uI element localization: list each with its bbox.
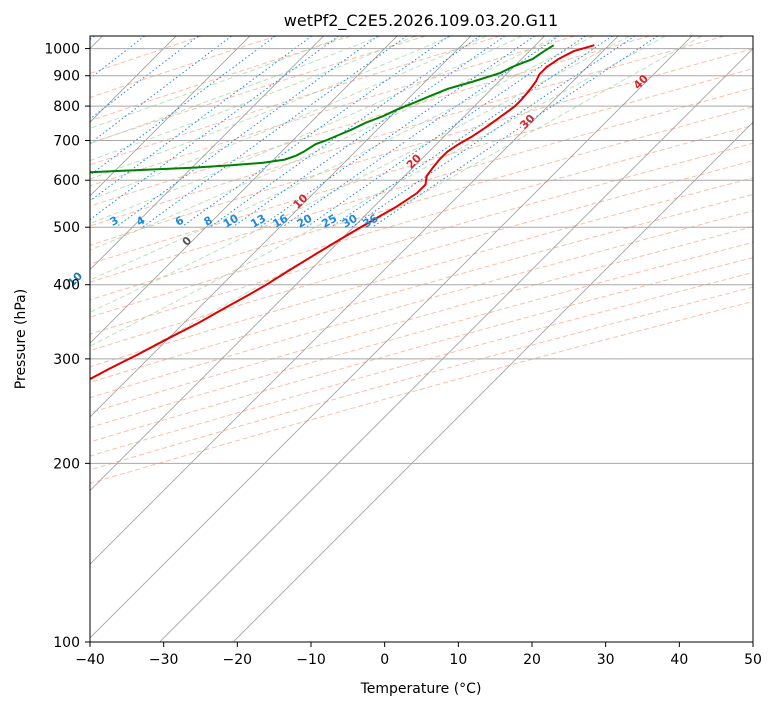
series-group bbox=[90, 44, 595, 381]
dry-adiabat bbox=[90, 193, 753, 383]
dry-adiabat bbox=[90, 36, 650, 207]
x-tick-label: 10 bbox=[449, 652, 467, 668]
dry-adiabat bbox=[90, 177, 753, 368]
isotherm-line bbox=[232, 121, 753, 642]
background-lines bbox=[90, 36, 753, 484]
adiabat-label: 10 bbox=[291, 191, 311, 211]
mixing-ratio-line bbox=[232, 36, 506, 228]
dry-adiabat bbox=[90, 87, 753, 283]
mixing-ratio-label: 10 bbox=[221, 212, 241, 231]
plot-frame bbox=[89, 35, 754, 643]
y-tick-label: 500 bbox=[53, 220, 80, 236]
mixing-ratio-line bbox=[181, 36, 450, 228]
x-tick-label: 50 bbox=[744, 652, 762, 668]
moist-adiabat bbox=[90, 36, 487, 201]
dry-adiabat bbox=[90, 36, 725, 227]
adiabat-label: 40 bbox=[631, 72, 651, 92]
dry-adiabat bbox=[90, 106, 753, 301]
moist-adiabat bbox=[90, 36, 666, 347]
x-tick-label: −10 bbox=[296, 652, 326, 668]
x-axis: −40 −30 −20 −10 0 10 20 30 40 50 bbox=[75, 642, 762, 668]
dry-adiabat bbox=[90, 36, 426, 144]
isotherm-line bbox=[90, 36, 251, 197]
isotherm-line bbox=[90, 36, 545, 492]
moist-adiabat bbox=[90, 36, 523, 224]
y-tick-label: 800 bbox=[53, 99, 80, 115]
dry-adiabat bbox=[90, 48, 753, 246]
isotherm-line bbox=[90, 36, 619, 565]
y-tick-label: 300 bbox=[53, 352, 80, 368]
isotherm-line bbox=[90, 36, 324, 271]
dry-adiabat bbox=[90, 36, 351, 122]
y-tick-label: 900 bbox=[53, 69, 80, 85]
grid bbox=[90, 36, 753, 642]
dry-adiabat bbox=[90, 226, 753, 414]
mixing-ratio-label: 8 bbox=[202, 214, 215, 229]
mixing-ratio-line bbox=[90, 36, 199, 120]
isotherm-line bbox=[90, 36, 693, 639]
y-tick-label: 700 bbox=[53, 133, 80, 149]
dry-adiabat bbox=[90, 124, 753, 318]
mixing-ratio-line bbox=[142, 36, 408, 228]
dry-adiabat bbox=[90, 271, 753, 457]
profile-line bbox=[90, 44, 555, 174]
dry-adiabat bbox=[90, 286, 753, 471]
x-tick-label: 30 bbox=[597, 652, 615, 668]
line-labels: 346810131620253036-100-90-80-70-60-50-40… bbox=[62, 72, 651, 293]
mixing-ratio-line bbox=[372, 36, 658, 228]
dry-adiabat bbox=[90, 36, 501, 166]
moist-adiabat bbox=[90, 36, 630, 313]
dry-adiabat bbox=[90, 241, 753, 428]
x-tick-label: −40 bbox=[75, 652, 105, 668]
mixing-ratio-label: 13 bbox=[248, 212, 268, 231]
dry-adiabat bbox=[90, 142, 753, 335]
mixing-ratio-line bbox=[90, 36, 95, 41]
mixing-ratio-line bbox=[115, 36, 379, 228]
dry-adiabat bbox=[90, 160, 753, 352]
y-axis: 100 200 300 400 500 600 700 800 900 1000 bbox=[44, 42, 90, 651]
mixing-ratio-label: 4 bbox=[134, 213, 147, 228]
mixing-ratio-label: 30 bbox=[340, 212, 360, 231]
mixing-ratio-label: 3 bbox=[108, 214, 121, 229]
mixing-ratio-line bbox=[209, 36, 481, 228]
chart-title: wetPf2_C2E5.2026.109.03.20.G11 bbox=[284, 11, 558, 31]
isotherm-line bbox=[159, 48, 753, 642]
x-tick-label: 40 bbox=[670, 652, 688, 668]
y-tick-label: 1000 bbox=[44, 42, 80, 58]
dry-adiabat bbox=[90, 210, 753, 399]
y-tick-label: 200 bbox=[53, 456, 80, 472]
x-axis-label: Temperature (°C) bbox=[360, 681, 482, 697]
dry-adiabat bbox=[90, 257, 753, 443]
moist-adiabat bbox=[90, 36, 558, 251]
moist-adiabat bbox=[90, 36, 345, 129]
mixing-ratio-line bbox=[90, 36, 339, 221]
x-tick-label: −20 bbox=[223, 652, 253, 668]
dry-adiabat bbox=[90, 68, 753, 265]
y-tick-label: 400 bbox=[53, 278, 80, 294]
dry-adiabat bbox=[90, 36, 202, 75]
dry-adiabat bbox=[90, 36, 576, 187]
moist-adiabat bbox=[90, 36, 452, 180]
x-tick-label: 20 bbox=[523, 652, 541, 668]
x-tick-label: −30 bbox=[149, 652, 179, 668]
adiabat-label: 20 bbox=[404, 151, 424, 171]
y-axis-label: Pressure (hPa) bbox=[13, 289, 29, 389]
mixing-ratio-label: 36 bbox=[361, 212, 381, 231]
mixing-ratio-line bbox=[281, 36, 560, 228]
mixing-ratio-line bbox=[330, 36, 613, 228]
profile-line bbox=[90, 44, 595, 381]
moist-adiabat bbox=[90, 36, 416, 162]
isotherm-line bbox=[90, 36, 398, 344]
y-tick-label: 100 bbox=[53, 635, 80, 651]
moist-adiabat bbox=[90, 36, 702, 381]
dry-adiabat bbox=[90, 300, 753, 484]
y-tick-label: 600 bbox=[53, 173, 80, 189]
moist-adiabat bbox=[90, 36, 594, 281]
mixing-ratio-label: 20 bbox=[295, 212, 315, 231]
mixing-ratio-label: 25 bbox=[319, 212, 339, 231]
x-tick-label: 0 bbox=[380, 652, 389, 668]
mixing-ratio-line bbox=[351, 36, 636, 228]
